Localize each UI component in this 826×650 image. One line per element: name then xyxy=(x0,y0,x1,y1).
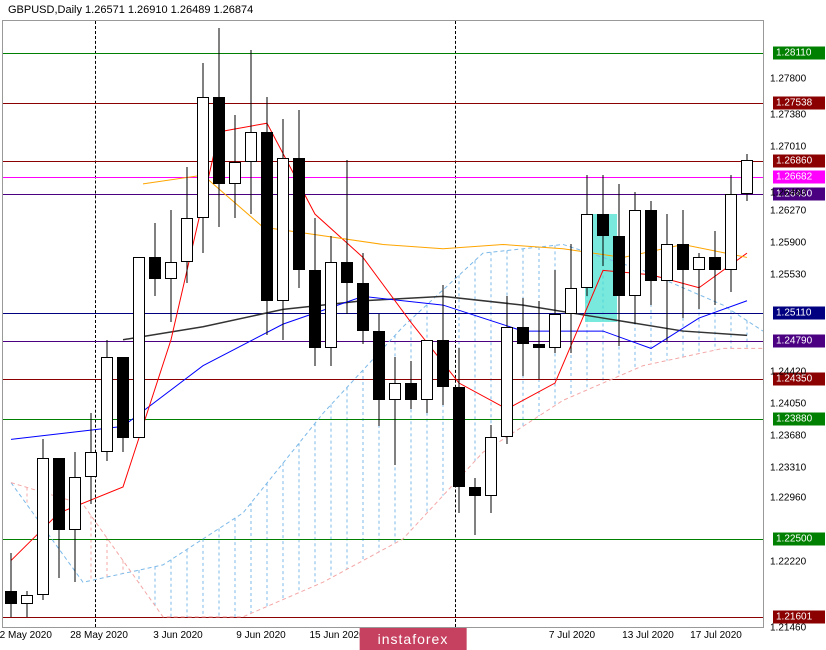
candlestick xyxy=(565,21,577,629)
y-tick-label: 1.25530 xyxy=(770,270,806,281)
y-tick-label: 1.26270 xyxy=(770,206,806,217)
candlestick xyxy=(181,21,193,629)
candlestick xyxy=(5,21,17,629)
chart-title: GBPUSD,Daily 1.26571 1.26910 1.26489 1.2… xyxy=(8,4,253,16)
candlestick xyxy=(357,21,369,629)
candlestick xyxy=(693,21,705,629)
candlestick xyxy=(581,21,593,629)
x-tick-label: 3 Jun 2020 xyxy=(153,630,203,641)
candlestick xyxy=(37,21,49,629)
candlestick xyxy=(197,21,209,629)
y-tick-label: 1.27800 xyxy=(770,73,806,84)
candlestick xyxy=(149,21,161,629)
candlestick xyxy=(549,21,561,629)
candlestick xyxy=(261,21,273,629)
y-tick-label: 1.26480 xyxy=(770,188,806,199)
candlestick xyxy=(597,21,609,629)
x-tick-label: 7 Jul 2020 xyxy=(549,630,595,641)
candlestick xyxy=(613,21,625,629)
candlestick xyxy=(645,21,657,629)
candlestick xyxy=(229,21,241,629)
candlestick xyxy=(725,21,737,629)
y-tick-label: 1.27010 xyxy=(770,142,806,153)
candlestick xyxy=(453,21,465,629)
candlestick xyxy=(165,21,177,629)
chart-container: GBPUSD,Daily 1.26571 1.26910 1.26489 1.2… xyxy=(0,0,826,650)
plot-area[interactable]: 1.281101.275381.268601.266821.264801.251… xyxy=(2,20,764,628)
candlestick xyxy=(485,21,497,629)
y-tick-label: 1.23680 xyxy=(770,430,806,441)
x-tick-label: 28 May 2020 xyxy=(70,630,128,641)
candlestick xyxy=(245,21,257,629)
y-tick-label: 1.27380 xyxy=(770,110,806,121)
y-tick-label: 1.25900 xyxy=(770,238,806,249)
candlestick xyxy=(341,21,353,629)
candlestick xyxy=(325,21,337,629)
y-axis: 1.214601.222201.229601.233101.236801.240… xyxy=(764,20,826,628)
candlestick xyxy=(501,21,513,629)
candlestick xyxy=(85,21,97,629)
x-tick-label: 9 Jun 2020 xyxy=(236,630,286,641)
y-tick-label: 1.24420 xyxy=(770,366,806,377)
candlestick xyxy=(661,21,673,629)
watermark: instaforex xyxy=(360,628,467,650)
candlestick xyxy=(421,21,433,629)
candlestick xyxy=(469,21,481,629)
y-tick-label: 1.22220 xyxy=(770,557,806,568)
x-tick-label: 22 May 2020 xyxy=(0,630,52,641)
candlestick xyxy=(21,21,33,629)
candlestick xyxy=(533,21,545,629)
candlestick xyxy=(293,21,305,629)
ohlc-values: 1.26571 1.26910 1.26489 1.26874 xyxy=(85,4,253,16)
candlestick xyxy=(629,21,641,629)
candlestick xyxy=(405,21,417,629)
candlestick xyxy=(677,21,689,629)
candlestick xyxy=(277,21,289,629)
candlestick xyxy=(709,21,721,629)
x-tick-label: 17 Jul 2020 xyxy=(690,630,742,641)
candlestick xyxy=(53,21,65,629)
candlestick xyxy=(437,21,449,629)
symbol: GBPUSD xyxy=(8,4,54,16)
candlestick xyxy=(517,21,529,629)
x-tick-label: 15 Jun 2020 xyxy=(309,630,364,641)
candlestick xyxy=(69,21,81,629)
x-tick-label: 13 Jul 2020 xyxy=(622,630,674,641)
candlestick xyxy=(213,21,225,629)
candlestick xyxy=(117,21,129,629)
y-tick-label: 1.21460 xyxy=(770,623,806,634)
timeframe: Daily xyxy=(58,4,82,16)
candlestick xyxy=(373,21,385,629)
y-tick-label: 1.22960 xyxy=(770,493,806,504)
y-tick-label: 1.24050 xyxy=(770,398,806,409)
candlestick xyxy=(133,21,145,629)
candlestick xyxy=(101,21,113,629)
candlestick xyxy=(389,21,401,629)
candlestick xyxy=(309,21,321,629)
candlestick xyxy=(741,21,753,629)
y-tick-label: 1.23310 xyxy=(770,462,806,473)
